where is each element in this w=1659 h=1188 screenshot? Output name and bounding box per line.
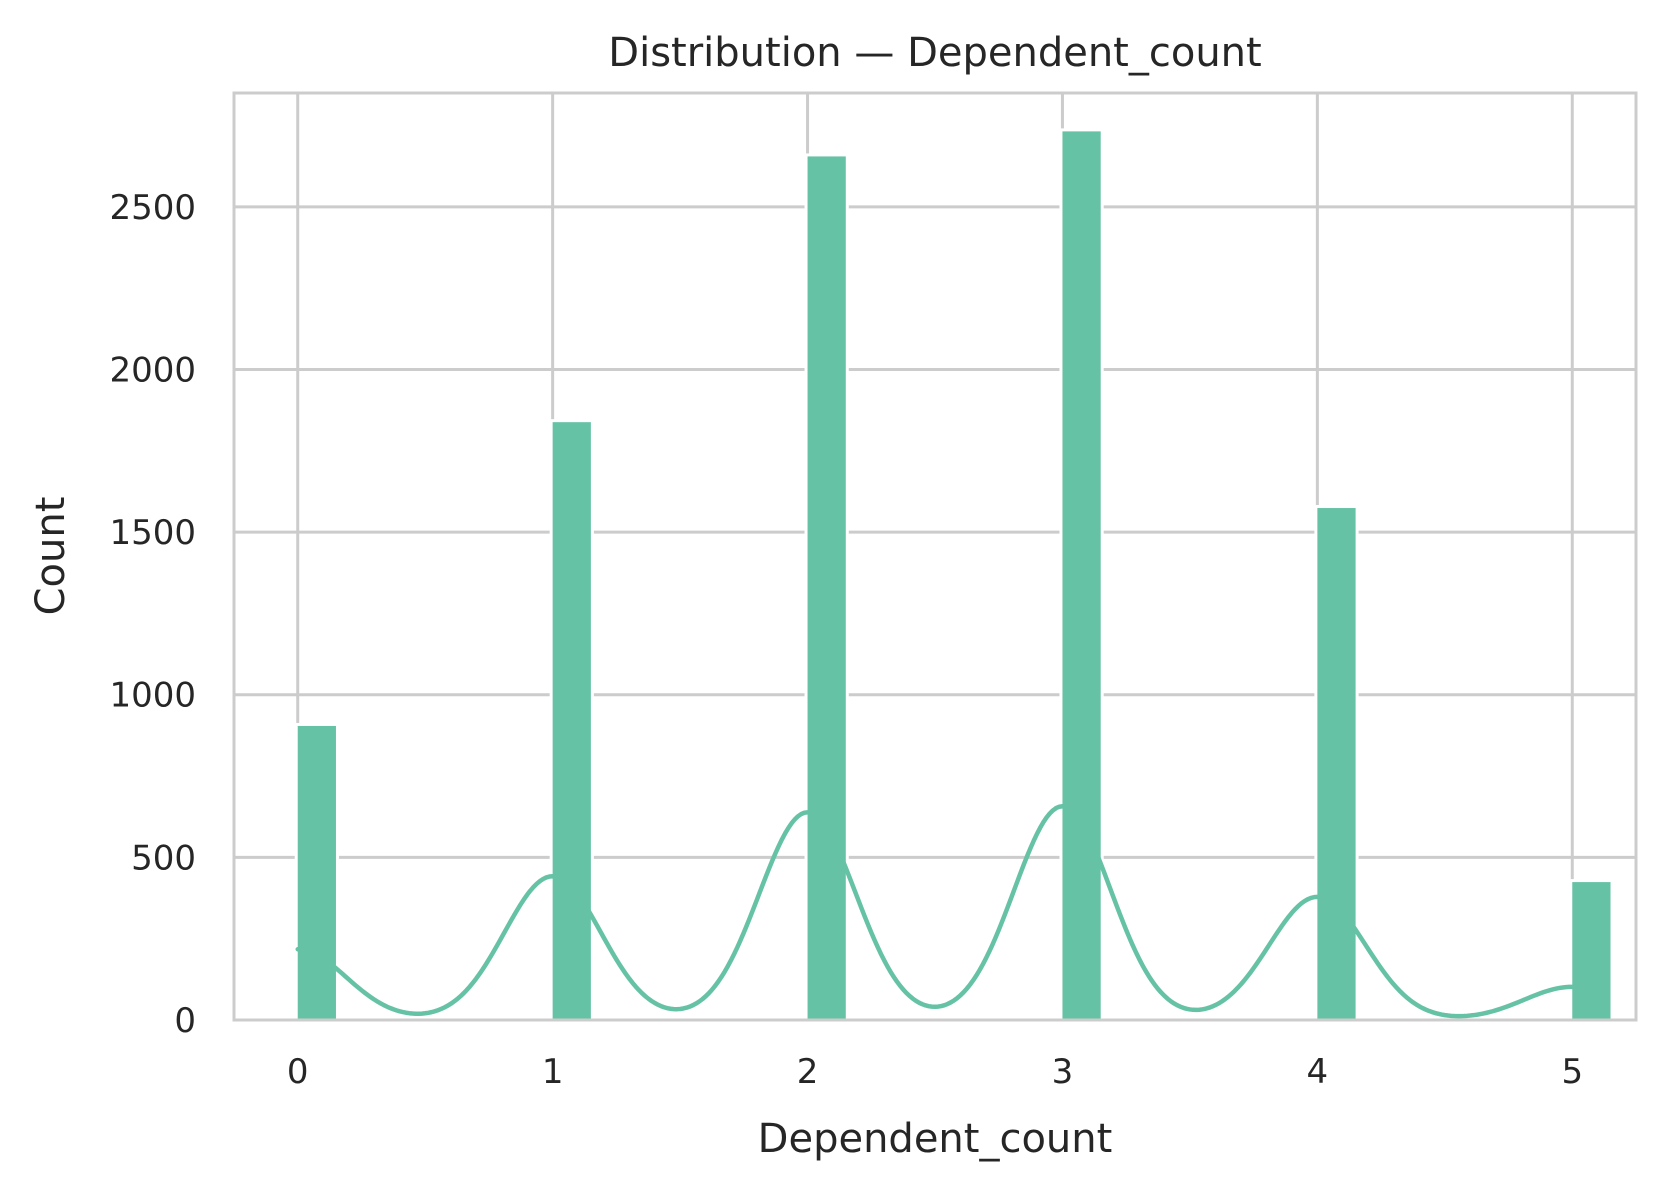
histogram-bar: [1062, 131, 1101, 1021]
kde-layer: [295, 804, 1575, 1019]
x-tick-label: 1: [542, 1052, 564, 1092]
x-tick-labels: 0 1 2 3 4 5: [287, 1052, 1583, 1092]
x-tick-label: 0: [287, 1052, 309, 1092]
x-tick-label: 3: [1052, 1052, 1074, 1092]
y-tick-label: 2000: [109, 350, 196, 390]
kde-curve: [295, 804, 1575, 1019]
chart-title: Distribution — Dependent_count: [608, 30, 1261, 76]
histogram-bar: [807, 156, 846, 1020]
x-tick-label: 2: [797, 1052, 819, 1092]
y-tick-label: 1000: [109, 676, 196, 716]
y-axis-label: Count: [28, 497, 74, 616]
histogram-bar: [1317, 508, 1356, 1020]
histogram-bar: [297, 725, 336, 1020]
bar-layer: [294, 128, 1614, 1024]
x-tick-label: 5: [1561, 1052, 1583, 1092]
x-axis-label: Dependent_count: [758, 1116, 1113, 1162]
y-tick-label: 0: [174, 1001, 196, 1041]
histogram-bar: [1572, 882, 1611, 1020]
x-tick-label: 4: [1307, 1052, 1329, 1092]
y-tick-label: 1500: [109, 513, 196, 553]
axes-frame: [232, 91, 1638, 1022]
y-tick-labels: 0 500 1000 1500 2000 2500: [109, 188, 196, 1041]
y-tick-label: 2500: [109, 188, 196, 228]
histogram-bar: [552, 422, 591, 1020]
y-tick-label: 500: [131, 838, 196, 878]
